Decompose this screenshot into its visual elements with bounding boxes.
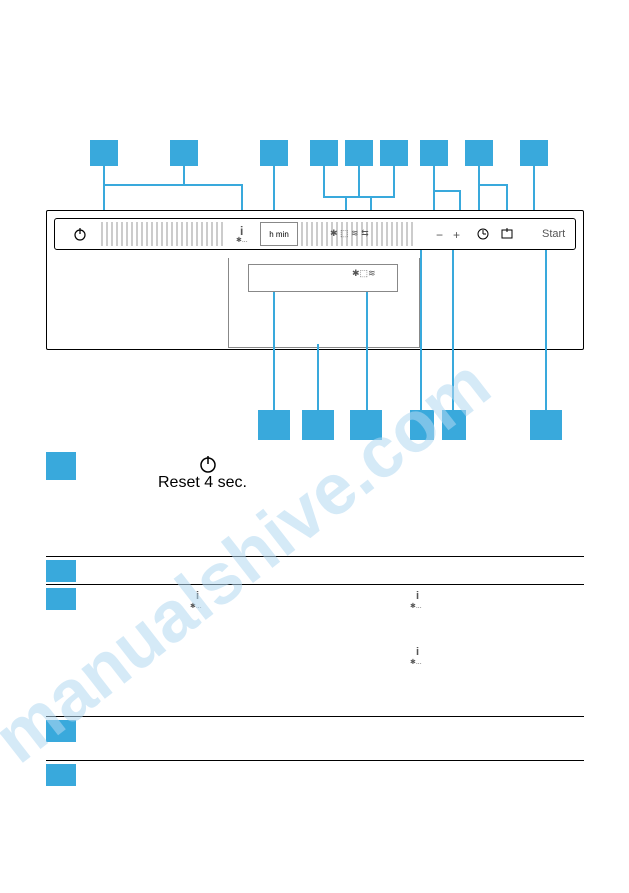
marker-left-1 xyxy=(46,452,76,480)
ridges-left xyxy=(100,220,230,248)
connector xyxy=(273,292,275,410)
marker-left-4 xyxy=(46,720,76,742)
marker-bottom-3 xyxy=(350,410,382,440)
power-button-icon xyxy=(72,226,88,242)
marker-top-9 xyxy=(520,140,548,166)
connector xyxy=(323,196,395,198)
marker-top-8 xyxy=(465,140,493,166)
marker-left-5 xyxy=(46,764,76,786)
front-display-icons: ✱⬚≋ xyxy=(352,268,376,279)
timer-icon xyxy=(476,226,490,240)
marker-bottom-6 xyxy=(530,410,562,440)
marker-bottom-5 xyxy=(442,410,466,440)
marker-left-3 xyxy=(46,588,76,610)
connector xyxy=(393,166,395,196)
info-icon-small: i xyxy=(416,590,419,602)
icon-cluster: ✱ ⬚ ≋ ⇆ xyxy=(330,228,369,239)
rule xyxy=(46,760,584,761)
marker-top-6 xyxy=(380,140,408,166)
marker-top-4 xyxy=(310,140,338,166)
rule xyxy=(46,556,584,557)
connector xyxy=(433,190,461,192)
connector xyxy=(183,166,185,184)
info-icon-small: i xyxy=(196,590,199,602)
time-display: h min xyxy=(260,222,298,246)
extra-icon xyxy=(500,226,514,240)
connector xyxy=(323,166,325,196)
marker-bottom-1 xyxy=(258,410,290,440)
connector xyxy=(358,166,360,196)
info-sub-small: ✱... xyxy=(190,602,202,610)
connector xyxy=(478,184,508,186)
info-sub: ✱... xyxy=(236,236,248,244)
connector xyxy=(317,344,319,410)
marker-top-7 xyxy=(420,140,448,166)
info-icon-small: i xyxy=(416,646,419,658)
info-sub-small: ✱... xyxy=(410,602,422,610)
marker-left-2 xyxy=(46,560,76,582)
marker-bottom-2 xyxy=(302,410,334,440)
marker-top-2 xyxy=(170,140,198,166)
rule xyxy=(46,584,584,585)
connector xyxy=(452,250,454,410)
rule xyxy=(46,716,584,717)
power-icon xyxy=(198,454,218,474)
marker-top-3 xyxy=(260,140,288,166)
info-sub-small: ✱... xyxy=(410,658,422,666)
marker-top-5 xyxy=(345,140,373,166)
minus-plus: − + xyxy=(436,228,460,242)
marker-bottom-4 xyxy=(410,410,434,440)
connector xyxy=(366,292,368,410)
marker-top-1 xyxy=(90,140,118,166)
reset-label: Reset 4 sec. xyxy=(158,474,247,492)
connector xyxy=(545,250,547,410)
start-label: Start xyxy=(542,228,565,240)
connector xyxy=(420,250,422,410)
connector xyxy=(103,184,243,186)
